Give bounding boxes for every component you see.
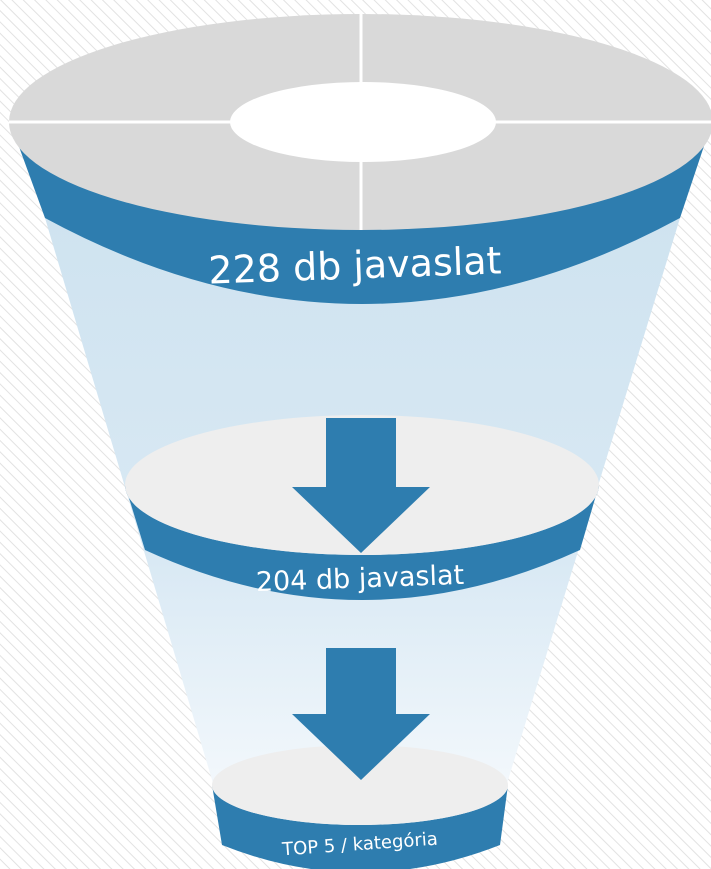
top-hole bbox=[230, 82, 496, 162]
funnel-diagram: 228 db javaslat 204 db javaslat TOP 5 / … bbox=[0, 0, 711, 869]
